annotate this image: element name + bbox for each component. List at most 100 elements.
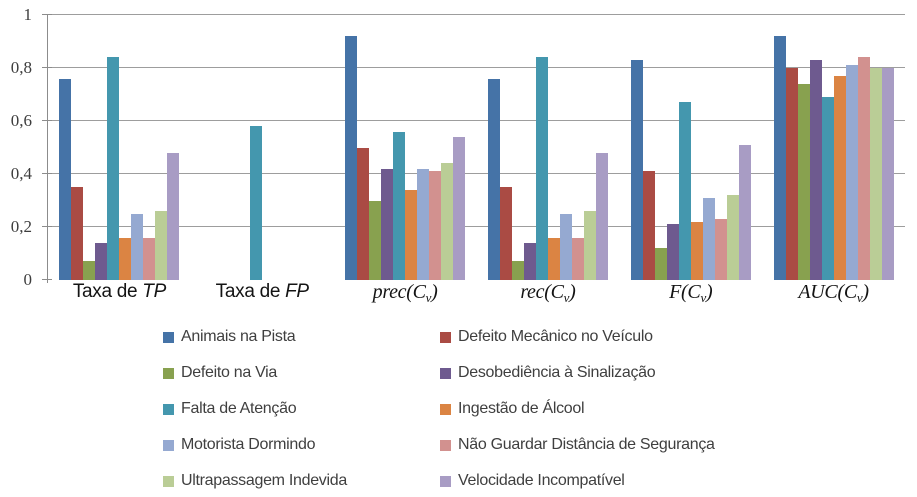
- y-axis-tick: [42, 14, 52, 15]
- bar: [738, 144, 751, 280]
- bar: [845, 65, 858, 280]
- bar: [417, 168, 430, 280]
- legend-swatch-icon: [163, 403, 174, 415]
- bar: [369, 200, 382, 280]
- y-axis-labels: 1 0,8 0,6 0,4 0,2 0: [0, 6, 40, 289]
- bar-group: [191, 15, 334, 280]
- y-axis-tick: [42, 173, 52, 174]
- legend: Animais na Pista Defeito Mecânico no Veíc…: [163, 319, 900, 497]
- bar: [155, 211, 168, 280]
- legend-label: Falta de Atenção: [181, 400, 297, 417]
- bar: [381, 168, 394, 280]
- bar-group: [334, 15, 477, 280]
- bar: [773, 36, 786, 280]
- bar: [71, 187, 84, 280]
- y-tick-label: 0,4: [10, 164, 32, 183]
- legend-label: Velocidade Incompatível: [458, 472, 625, 489]
- bar: [535, 57, 548, 280]
- bar: [654, 248, 667, 280]
- bar: [441, 163, 454, 280]
- legend-swatch-icon: [440, 475, 451, 487]
- bar: [345, 36, 358, 280]
- legend-swatch-icon: [163, 475, 174, 487]
- bar: [571, 237, 584, 280]
- legend-label: Defeito na Via: [181, 364, 278, 381]
- category-label: F(Cv): [669, 281, 713, 305]
- legend-item: Desobediência à Sinalização: [440, 355, 900, 391]
- bar: [95, 242, 108, 280]
- y-axis-tick: [42, 226, 52, 227]
- y-axis-line: [47, 15, 48, 283]
- bar: [666, 224, 679, 280]
- y-tick-label: 1: [23, 5, 33, 24]
- legend-item: Velocidade Incompatível: [440, 463, 900, 497]
- bar: [499, 187, 512, 280]
- bar: [250, 126, 263, 280]
- legend-swatch-icon: [440, 367, 451, 379]
- legend-item: Defeito na Via: [163, 355, 440, 391]
- y-tick-label: 0,2: [10, 217, 32, 236]
- legend-swatch-icon: [440, 439, 451, 451]
- bar: [785, 68, 798, 280]
- bar: [547, 237, 560, 280]
- bar: [821, 97, 834, 280]
- legend-label: Ingestão de Álcool: [458, 400, 585, 417]
- bar: [833, 75, 846, 280]
- y-tick-label: 0,8: [10, 58, 32, 77]
- y-tick-label: 0: [23, 270, 33, 289]
- category-label: AUC(Cv): [798, 281, 869, 305]
- bar: [642, 171, 655, 280]
- bar: [702, 197, 715, 280]
- bar: [429, 171, 442, 280]
- bar-group: [476, 15, 619, 280]
- bar: [405, 189, 418, 280]
- y-axis-tick: [42, 279, 52, 280]
- bar: [393, 131, 406, 280]
- bar: [797, 83, 810, 280]
- bar: [487, 78, 500, 280]
- gridline: [48, 67, 905, 68]
- category-label: Taxa de TP: [72, 281, 166, 302]
- bar: [523, 242, 536, 280]
- bar: [59, 78, 72, 280]
- legend-item: Ingestão de Álcool: [440, 391, 900, 427]
- legend-swatch-icon: [440, 331, 451, 343]
- bar: [690, 221, 703, 280]
- legend-swatch-icon: [440, 403, 451, 415]
- legend-swatch-icon: [163, 439, 174, 451]
- bar: [511, 261, 524, 280]
- bar: [869, 68, 882, 280]
- legend-label: Motorista Dormindo: [181, 436, 316, 453]
- bar: [119, 237, 132, 280]
- bar: [357, 147, 370, 280]
- bar: [857, 57, 870, 280]
- bar-groups: [48, 15, 905, 280]
- legend-item: Animais na Pista: [163, 319, 440, 355]
- y-axis-tick: [42, 120, 52, 121]
- bar: [167, 152, 180, 280]
- legend-label: Ultrapassagem Indevida: [181, 472, 347, 489]
- category-label: rec(Cv): [520, 281, 576, 305]
- gridline: [48, 226, 905, 227]
- legend-item: Falta de Atenção: [163, 391, 440, 427]
- bar: [453, 136, 466, 280]
- legend-label: Não Guardar Distância de Segurança: [458, 436, 715, 453]
- bar: [559, 213, 572, 280]
- bar-group: [48, 15, 191, 280]
- bar: [583, 211, 596, 280]
- legend-label: Animais na Pista: [181, 328, 296, 345]
- bar: [595, 152, 608, 280]
- legend-swatch-icon: [163, 331, 174, 343]
- legend-swatch-icon: [163, 367, 174, 379]
- legend-item: Motorista Dormindo: [163, 427, 440, 463]
- bar: [83, 261, 96, 280]
- bar: [143, 237, 156, 280]
- bar: [107, 57, 120, 280]
- y-tick-label: 0,6: [10, 111, 32, 130]
- bar: [630, 60, 643, 280]
- legend-label: Defeito Mecânico no Veículo: [458, 328, 653, 345]
- bar: [131, 213, 144, 280]
- chart-plot-area: [42, 14, 905, 283]
- bar: [881, 68, 894, 280]
- gridline: [48, 173, 905, 174]
